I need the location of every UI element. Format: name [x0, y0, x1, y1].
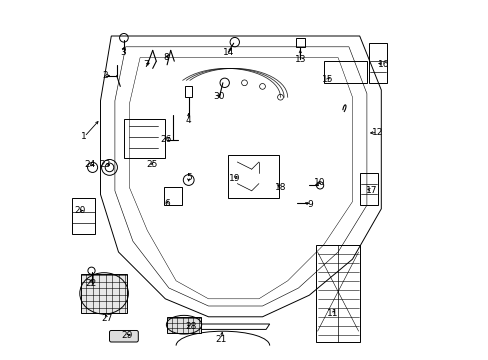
Text: 9: 9	[306, 200, 312, 209]
Text: 1: 1	[81, 132, 87, 141]
Text: 8: 8	[163, 53, 169, 62]
Text: 19: 19	[228, 174, 240, 183]
Text: 12: 12	[371, 128, 383, 137]
Text: 27: 27	[101, 314, 112, 323]
Text: 24: 24	[84, 161, 96, 170]
Text: 29: 29	[121, 331, 132, 341]
Text: 11: 11	[326, 310, 337, 319]
FancyBboxPatch shape	[109, 330, 138, 342]
Text: 28: 28	[185, 323, 197, 331]
Text: 14: 14	[222, 49, 234, 58]
Text: 6: 6	[164, 199, 170, 208]
Text: 25: 25	[146, 160, 157, 169]
Text: 20: 20	[74, 206, 85, 215]
Text: 18: 18	[274, 183, 285, 192]
Text: 2: 2	[102, 71, 108, 80]
Text: 4: 4	[185, 116, 191, 125]
Text: 23: 23	[99, 161, 111, 170]
Text: 30: 30	[212, 92, 224, 101]
Text: 22: 22	[85, 279, 96, 288]
Text: 13: 13	[294, 55, 305, 64]
Polygon shape	[167, 317, 201, 333]
Text: 17: 17	[365, 186, 377, 195]
Text: 15: 15	[321, 76, 332, 85]
Text: 21: 21	[215, 335, 226, 343]
Text: 3: 3	[120, 48, 126, 57]
Text: 7: 7	[143, 60, 149, 69]
Polygon shape	[81, 274, 127, 313]
Text: 5: 5	[185, 173, 191, 182]
Text: 26: 26	[161, 135, 172, 144]
Text: 10: 10	[314, 178, 325, 187]
Text: 16: 16	[378, 60, 389, 69]
